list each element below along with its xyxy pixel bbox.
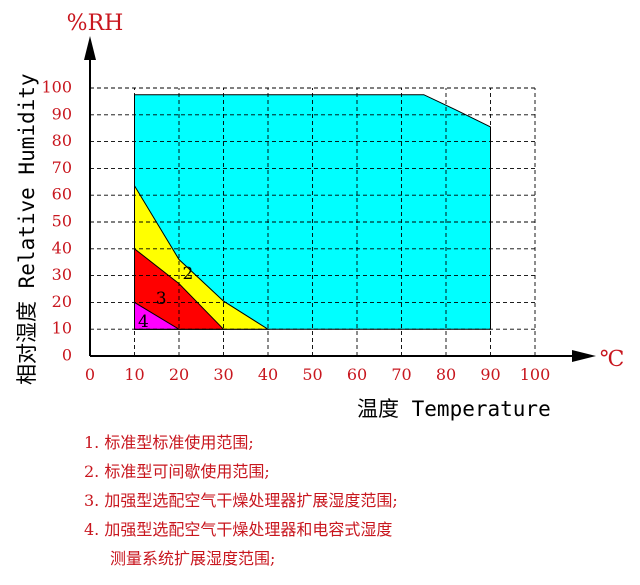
y-unit-label: %RH — [67, 11, 124, 36]
region-label-2: 2 — [182, 264, 193, 284]
y-tick-label: 20 — [52, 292, 72, 311]
note-2: 2. 标准型可间歇使用范围; — [84, 462, 270, 481]
note-4-continued: 测量系统扩展湿度范围; — [110, 549, 276, 568]
y-tick-label: 60 — [52, 185, 72, 204]
x-tick-label: 90 — [480, 365, 500, 384]
x-tick-label: 10 — [124, 365, 144, 384]
note-3: 3. 加强型选配空气干燥处理器扩展湿度范围; — [84, 491, 398, 510]
x-axis-arrow — [572, 350, 596, 362]
y-tick-label: 40 — [52, 238, 72, 257]
region-label-3: 3 — [156, 289, 167, 309]
y-axis-title: 相对湿度 Relative Humidity — [15, 73, 39, 385]
y-tick-label: 80 — [52, 131, 72, 150]
x-unit-label: ℃ — [600, 347, 625, 372]
x-tick-label: 60 — [347, 365, 367, 384]
x-tick-label: 30 — [213, 365, 233, 384]
x-axis-title: 温度 Temperature — [357, 397, 551, 421]
x-tick-label: 70 — [391, 365, 411, 384]
x-tick-label: 20 — [169, 365, 189, 384]
x-tick-label: 40 — [258, 365, 278, 384]
range-notes: 1. 标准型标准使用范围; 2. 标准型可间歇使用范围; 3. 加强型选配空气干… — [84, 428, 398, 573]
y-tick-label: 50 — [52, 212, 72, 231]
x-tick-label: 80 — [436, 365, 456, 384]
note-4: 4. 加强型选配空气干燥处理器和电容式湿度 — [84, 520, 393, 539]
note-1: 1. 标准型标准使用范围; — [84, 433, 254, 452]
x-tick-label: 100 — [520, 365, 551, 384]
grid — [90, 87, 536, 356]
y-tick-label: 10 — [52, 319, 72, 338]
y-tick-label: 70 — [52, 158, 72, 177]
x-tick-label: 50 — [302, 365, 322, 384]
y-tick-label: 100 — [41, 78, 72, 97]
y-axis-arrow — [84, 36, 96, 60]
y-tick-label: 30 — [52, 265, 72, 284]
humidity-temperature-chart: 234 0 10 20 30 40 50 60 70 80 90 100 0 10 20 30 40 50 60 7… — [15, 11, 625, 421]
tick-labels: 0 10 20 30 40 50 60 70 80 90 100 0 10 20 30 40 50 60 70 80 9… — [41, 78, 550, 385]
x-tick-label: 0 — [85, 365, 95, 384]
region-label-4: 4 — [138, 312, 149, 332]
axes — [84, 36, 596, 362]
y-tick-label: 0 — [62, 346, 72, 365]
y-tick-label: 90 — [52, 104, 72, 123]
